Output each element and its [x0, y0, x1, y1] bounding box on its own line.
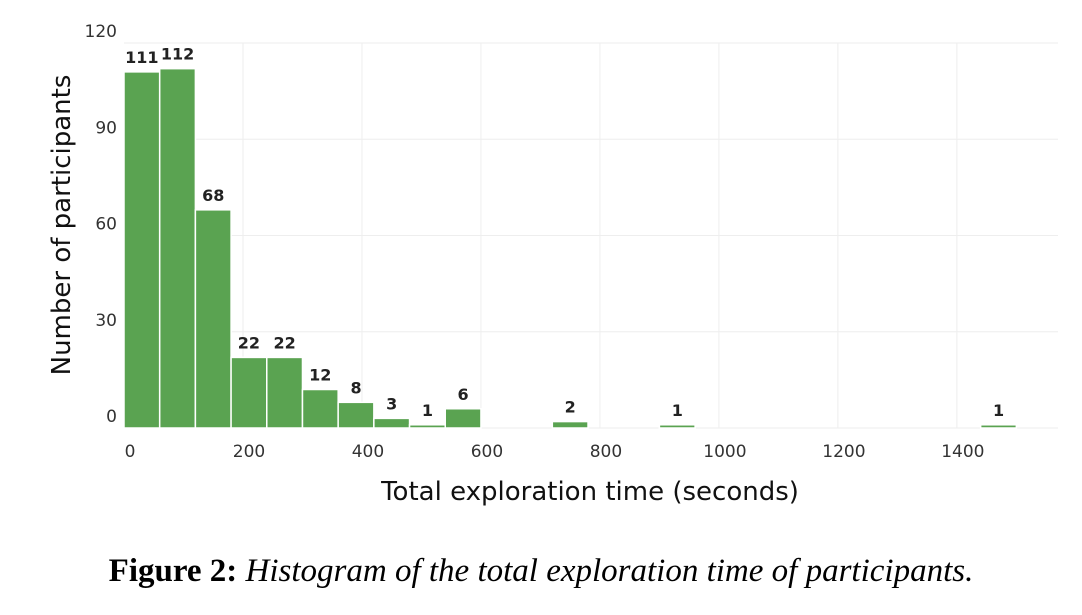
bar-value-label: 112	[161, 45, 194, 64]
bar-value-label: 12	[309, 366, 331, 385]
caption-label: Figure 2:	[108, 553, 238, 589]
histogram-bar	[444, 408, 482, 429]
y-axis-title: Number of participants	[47, 75, 77, 376]
bar-value-label: 3	[386, 394, 397, 413]
y-tick-label: 60	[95, 215, 117, 235]
histogram-bar	[337, 401, 375, 429]
histogram-bar	[408, 424, 446, 429]
histogram-bar	[301, 388, 339, 429]
histogram-chart: 111 112 68 22 22 12 8 3 1 6 2 1 1 0 30 60 90 120 0 200 400…	[47, 22, 1058, 507]
histogram-bar	[266, 356, 304, 429]
bar-value-label: 6	[458, 385, 469, 404]
gridlines	[124, 42, 1058, 429]
histogram-bar	[194, 209, 232, 429]
bar-value-label: 22	[238, 333, 260, 352]
histogram-bar	[373, 417, 411, 429]
x-tick-label: 200	[233, 442, 265, 462]
x-ticks: 0 200 400 600 800 1000 1200 1400	[125, 442, 985, 462]
bar-value-label: 1	[422, 401, 433, 420]
bar-value-label: 8	[350, 378, 361, 397]
x-tick-label: 1400	[941, 442, 984, 462]
x-tick-label: 1000	[703, 442, 746, 462]
bar-value-label: 1	[672, 401, 683, 420]
histogram-bar	[551, 420, 589, 429]
x-tick-label: 600	[471, 442, 503, 462]
histogram-bar	[158, 67, 197, 429]
y-tick-label: 0	[106, 407, 117, 427]
figure-caption: Figure 2: Histogram of the total explora…	[0, 553, 1082, 590]
histogram-bar	[658, 424, 696, 429]
x-tick-label: 1200	[822, 442, 865, 462]
y-tick-label: 120	[85, 22, 117, 42]
bars	[123, 67, 1018, 429]
y-ticks: 0 30 60 90 120	[85, 22, 117, 427]
caption-text: Histogram of the total exploration time …	[245, 553, 974, 589]
x-axis-title: Total exploration time (seconds)	[380, 477, 799, 507]
bar-value-label: 22	[273, 333, 295, 352]
y-tick-label: 30	[95, 311, 117, 331]
bar-value-label: 68	[202, 186, 224, 205]
histogram-bar	[979, 424, 1018, 429]
x-tick-label: 800	[590, 442, 622, 462]
bar-value-label: 111	[125, 48, 158, 67]
histogram-bar	[123, 71, 161, 429]
x-tick-label: 0	[125, 442, 136, 462]
histogram-bar	[230, 356, 268, 429]
x-tick-label: 400	[352, 442, 384, 462]
bar-labels: 111 112 68 22 22 12 8 3 1 6 2 1 1	[125, 45, 1004, 420]
y-tick-label: 90	[95, 118, 117, 138]
bar-value-label: 1	[993, 401, 1004, 420]
bar-value-label: 2	[565, 398, 576, 417]
